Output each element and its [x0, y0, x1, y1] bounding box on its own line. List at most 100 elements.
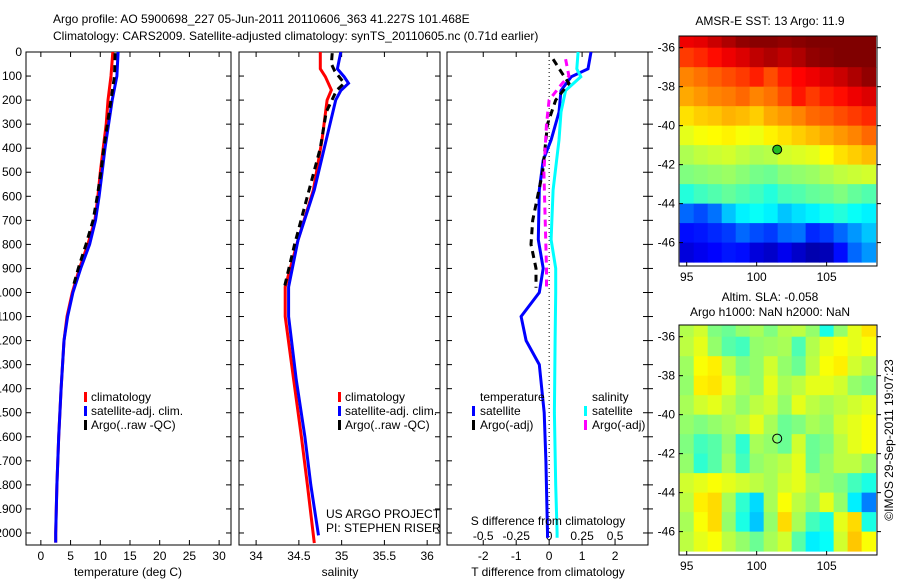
heatmap-cell	[735, 223, 751, 244]
heatmap-cell	[679, 453, 695, 474]
heatmap-cell	[861, 356, 877, 377]
heatmap-cell	[749, 512, 765, 533]
heatmap-cell	[791, 36, 807, 49]
heatmap-cell	[693, 242, 709, 263]
heatmap-cell	[805, 336, 821, 357]
heatmap-cell	[791, 106, 807, 127]
heatmap-cell	[805, 512, 821, 533]
heatmap-cell	[791, 395, 807, 416]
heatmap-cell	[805, 203, 821, 224]
y-tick-label: -40	[658, 119, 676, 133]
y-tick-label: -38	[658, 80, 676, 94]
heatmap-cell	[819, 106, 835, 127]
heatmap-cell	[819, 67, 835, 88]
heatmap-cell	[707, 184, 723, 205]
heatmap-cell	[749, 375, 765, 396]
heatmap-cell	[791, 414, 807, 435]
x-tick-label: 0	[546, 549, 553, 563]
x-tick-label: 100	[747, 270, 767, 284]
heatmap-cell	[777, 453, 793, 474]
heatmap-cell	[861, 336, 877, 357]
heatmap-cell	[791, 473, 807, 494]
y-tick-label: 500	[2, 165, 22, 179]
heatmap-cell	[805, 453, 821, 474]
y-tick-label: 1800	[0, 478, 22, 492]
heatmap-cell	[735, 375, 751, 396]
heatmap-cell	[721, 203, 737, 224]
plot-frame	[25, 51, 232, 546]
y-tick-label: 200	[2, 93, 22, 107]
heatmap-cell	[763, 473, 779, 494]
heatmap-cells	[679, 36, 877, 263]
heatmap-cell	[749, 531, 765, 552]
y-tick-label: 1200	[0, 334, 22, 348]
legend-swatch	[584, 420, 587, 430]
heatmap-cell	[763, 375, 779, 396]
heatmap-cell	[763, 325, 779, 338]
heatmap-cell	[861, 86, 877, 107]
heatmap-cell	[763, 356, 779, 377]
heatmap-cell	[763, 106, 779, 127]
y-tick-label: 1500	[0, 406, 22, 420]
heatmap-cell	[749, 86, 765, 107]
heatmap-cell	[735, 67, 751, 88]
heatmap-cell	[819, 473, 835, 494]
heatmap-cell	[805, 325, 821, 338]
heatmap-cell	[749, 336, 765, 357]
heatmap-cell	[735, 336, 751, 357]
map-frame	[678, 324, 878, 556]
heatmap-cell	[777, 47, 793, 68]
difference-panel: -2 -1 0 1 2-0.5 -0.25 0 0.25 0.5temperaturesatel…	[446, 51, 653, 563]
legend-entry: climatology	[345, 390, 405, 404]
heatmap-cell	[735, 106, 751, 127]
heatmap-cell	[777, 67, 793, 88]
y-tick-label: 0	[15, 45, 22, 59]
heatmap-cell	[721, 86, 737, 107]
heatmap-cell	[861, 47, 877, 68]
heatmap-cell	[679, 36, 695, 49]
figure-title-line1: Argo profile: AO 5900698_227 05-Jun-2011…	[53, 12, 470, 26]
legend-entry: satellite-adj. clim.	[91, 404, 183, 418]
heatmap-cell	[819, 434, 835, 455]
heatmap-cell	[763, 47, 779, 68]
heatmap-cell	[735, 184, 751, 205]
heatmap-cell	[791, 203, 807, 224]
heatmap-cell	[763, 125, 779, 146]
heatmap-cell	[805, 531, 821, 552]
argo-position-marker	[772, 144, 783, 155]
heatmap-cell	[805, 36, 821, 49]
heatmap-cell	[763, 242, 779, 263]
heatmap-cell	[861, 36, 877, 49]
heatmap-cell	[721, 492, 737, 513]
heatmap-cell	[833, 223, 849, 244]
heatmap-cell	[833, 203, 849, 224]
x-tick-label: 95	[680, 270, 694, 284]
x-tick-label: 105	[817, 270, 837, 284]
heatmap-cell	[791, 375, 807, 396]
heatmap-cell	[861, 434, 877, 455]
heatmap-cell	[749, 242, 765, 263]
heatmap-cell	[679, 473, 695, 494]
y-tick-label: 1100	[0, 310, 22, 324]
heatmap-cell	[763, 531, 779, 552]
heatmap-cell	[763, 336, 779, 357]
heatmap-cell	[777, 86, 793, 107]
heatmap-cell	[721, 145, 737, 166]
heatmap-cell	[679, 106, 695, 127]
heatmap-cell	[679, 492, 695, 513]
heatmap-cell	[693, 453, 709, 474]
y-tick-label: -36	[658, 41, 676, 55]
heatmap-cell	[679, 164, 695, 185]
heatmap-cell	[777, 512, 793, 533]
heatmap-cell	[861, 184, 877, 205]
temperature-panel: 0100200300400500600700800900100011001200…	[0, 45, 232, 563]
y-tick-label: 1300	[0, 358, 22, 372]
heatmap-cell	[833, 512, 849, 533]
heatmap-cell	[805, 145, 821, 166]
heatmap-cell	[721, 242, 737, 263]
heatmap-cell	[805, 492, 821, 513]
x-tick-label: 95	[680, 559, 694, 573]
heatmap-cell	[735, 395, 751, 416]
series-salinity-argo-adj-	[542, 58, 571, 288]
heatmap-cell	[791, 145, 807, 166]
